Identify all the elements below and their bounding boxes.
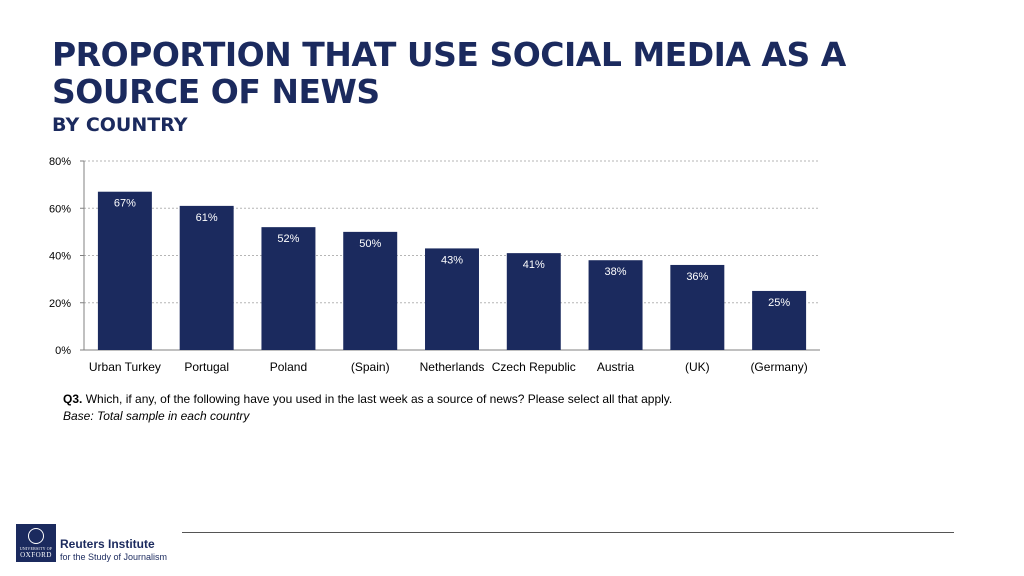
question-note: Q3. Which, if any, of the following have… — [63, 392, 863, 407]
base-note: Base: Total sample in each country — [63, 409, 250, 423]
question-text: Which, if any, of the following have you… — [85, 392, 673, 406]
x-tick-label: Netherlands — [420, 360, 485, 374]
oxford-logo: UNIVERSITY OF OXFORD — [16, 524, 56, 562]
x-tick-label: Austria — [597, 360, 635, 374]
slide-title: PROPORTION THAT USE SOCIAL MEDIA AS A SO… — [52, 35, 846, 111]
y-tick-label: 80% — [49, 156, 71, 168]
y-tick-label: 20% — [49, 298, 71, 310]
x-tick-label: Portugal — [184, 360, 229, 374]
crest-icon — [28, 528, 44, 544]
x-tick-label: (Spain) — [351, 360, 390, 374]
data-label: 50% — [359, 238, 381, 250]
y-tick-label: 0% — [55, 345, 71, 357]
data-label: 67% — [114, 198, 136, 210]
x-tick-label: Urban Turkey — [89, 360, 161, 374]
logo-oxford: OXFORD — [20, 551, 52, 559]
y-tick-label: 40% — [49, 251, 71, 263]
x-tick-label: (UK) — [685, 360, 710, 374]
org-subtitle: for the Study of Journalism — [60, 552, 168, 562]
data-label: 38% — [605, 266, 627, 278]
bar — [752, 290, 807, 350]
data-label: 36% — [686, 271, 708, 283]
bar — [506, 253, 561, 350]
data-label: 61% — [196, 212, 218, 224]
bar-chart: 0% 20% 40% 60% 80% 67% Urban Turkey 61% Portugal… — [49, 156, 820, 374]
footer-divider — [182, 532, 954, 533]
bar — [261, 227, 316, 350]
bar — [97, 191, 152, 350]
data-label: 52% — [277, 233, 299, 245]
data-label: 41% — [523, 259, 545, 271]
y-tick-label: 60% — [49, 203, 71, 215]
x-tick-label: (Germany) — [750, 360, 807, 374]
bar — [179, 205, 234, 350]
logo-university-line: UNIVERSITY OF — [19, 546, 53, 551]
x-tick-label: Czech Republic — [492, 360, 576, 374]
data-label: 25% — [768, 297, 790, 309]
x-tick-label: Poland — [270, 360, 307, 374]
question-label: Q3. — [63, 392, 83, 406]
bar — [670, 264, 725, 350]
bar — [588, 260, 643, 350]
org-name: Reuters Institute — [60, 537, 155, 551]
data-label: 43% — [441, 254, 463, 266]
bar — [343, 231, 398, 350]
slide-subtitle: BY COUNTRY — [52, 114, 188, 136]
bar — [425, 248, 479, 350]
